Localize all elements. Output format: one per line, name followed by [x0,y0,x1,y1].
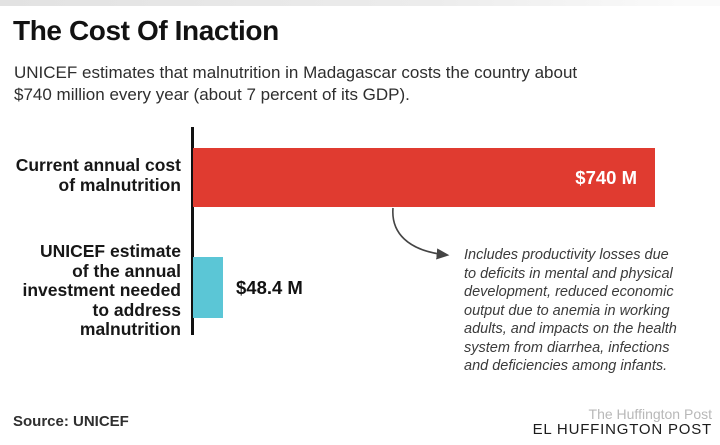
publisher-credits: The Huffington Post EL HUFFINGTON POST [533,407,712,437]
page-title: The Cost Of Inaction [13,15,279,46]
annotation-text: Includes productivity losses due to defi… [464,247,677,374]
publisher-name-light: The Huffington Post [588,406,712,422]
top-edge-strip [0,0,720,6]
value-label-investment: $48.4 M [236,276,303,298]
bar-current-cost: $740 M [193,148,655,207]
annotation-arrow-icon [392,207,450,260]
category-label-current-cost: Current annual cost of malnutrition [15,155,181,195]
value-label-current-cost: $740 M [575,166,637,188]
source-credit: Source: UNICEF [13,413,129,430]
category-label-investment: UNICEF estimate of the annual investment… [22,241,181,339]
y-axis-line [191,127,194,335]
chart-subtitle: UNICEF estimates that malnutrition in Ma… [14,63,578,104]
bar-investment [193,257,224,318]
publisher-name-dark: EL HUFFINGTON POST [532,421,712,438]
